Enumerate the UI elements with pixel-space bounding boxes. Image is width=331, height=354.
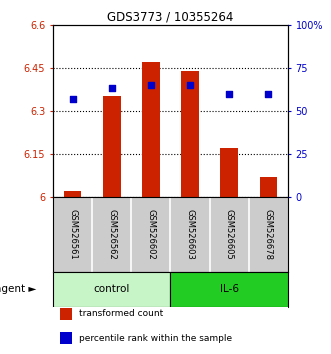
- Text: GSM526678: GSM526678: [264, 209, 273, 260]
- Text: GSM526603: GSM526603: [186, 209, 195, 259]
- Bar: [220, 148, 238, 196]
- Text: GSM526562: GSM526562: [107, 209, 116, 259]
- Text: GSM526561: GSM526561: [68, 209, 77, 259]
- Bar: [170, 272, 288, 307]
- Bar: [60, 308, 72, 320]
- Bar: [260, 177, 277, 196]
- Point: [109, 86, 114, 91]
- Bar: [142, 62, 160, 196]
- Text: IL-6: IL-6: [220, 284, 239, 294]
- Text: control: control: [94, 284, 130, 294]
- Text: agent ►: agent ►: [0, 284, 36, 294]
- Text: GSM526605: GSM526605: [225, 209, 234, 259]
- Text: GSM526602: GSM526602: [146, 209, 155, 259]
- Bar: [181, 70, 199, 196]
- Point: [187, 82, 193, 88]
- Title: GDS3773 / 10355264: GDS3773 / 10355264: [107, 11, 234, 24]
- Text: transformed count: transformed count: [79, 309, 163, 318]
- Bar: [103, 96, 120, 196]
- Point: [148, 82, 154, 88]
- Point: [266, 91, 271, 96]
- Point: [226, 91, 232, 96]
- Text: percentile rank within the sample: percentile rank within the sample: [79, 333, 232, 343]
- Point: [70, 96, 75, 102]
- Bar: [53, 272, 170, 307]
- Bar: [60, 332, 72, 344]
- Bar: [64, 191, 81, 196]
